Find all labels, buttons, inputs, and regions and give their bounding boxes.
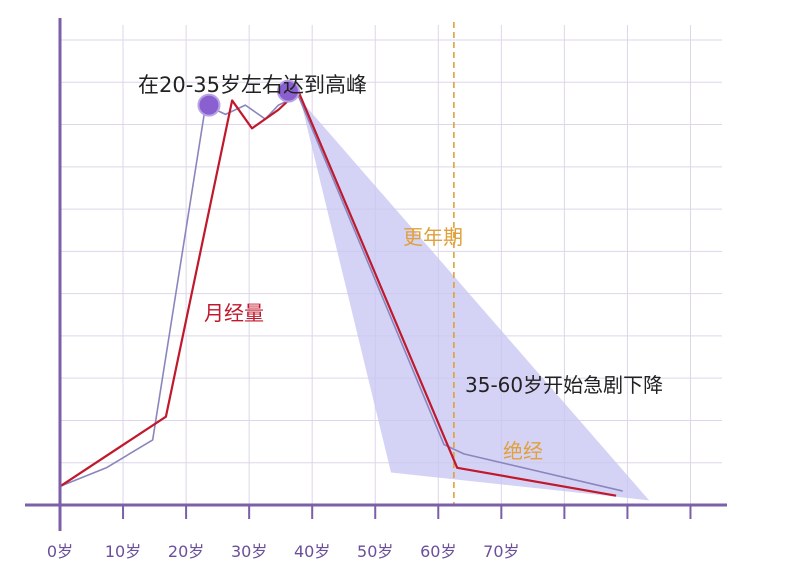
annotation-flow-label: 月经量: [204, 301, 264, 325]
x-tick-label: 70岁: [483, 542, 519, 561]
x-tick-label: 0岁: [47, 542, 73, 561]
decline-shaded-area: [298, 91, 650, 501]
annotation-menopause-transition: 更年期: [403, 225, 463, 249]
x-tick-label: 60岁: [420, 542, 456, 561]
x-tick-label: 50岁: [357, 542, 393, 561]
annotation-peak: 在20-35岁左右达到高峰: [138, 73, 367, 97]
series-line-monthly-flow: [59, 90, 617, 497]
x-tick-labels: 0岁 10岁 20岁 30岁 40岁 50岁 60岁 70岁: [47, 542, 520, 561]
annotation-decline: 35-60岁开始急剧下降: [465, 373, 663, 397]
annotation-menopause: 绝经: [503, 439, 543, 463]
x-tick-label: 20岁: [168, 542, 204, 561]
series-group: [59, 90, 623, 497]
x-tick-label: 30岁: [231, 542, 267, 561]
x-tick-label: 40岁: [294, 542, 330, 561]
peak-marker: [197, 93, 221, 117]
x-tick-label: 10岁: [105, 542, 141, 561]
peak-markers: [197, 79, 300, 117]
peak-marker: [276, 79, 300, 103]
axes: [25, 18, 727, 531]
